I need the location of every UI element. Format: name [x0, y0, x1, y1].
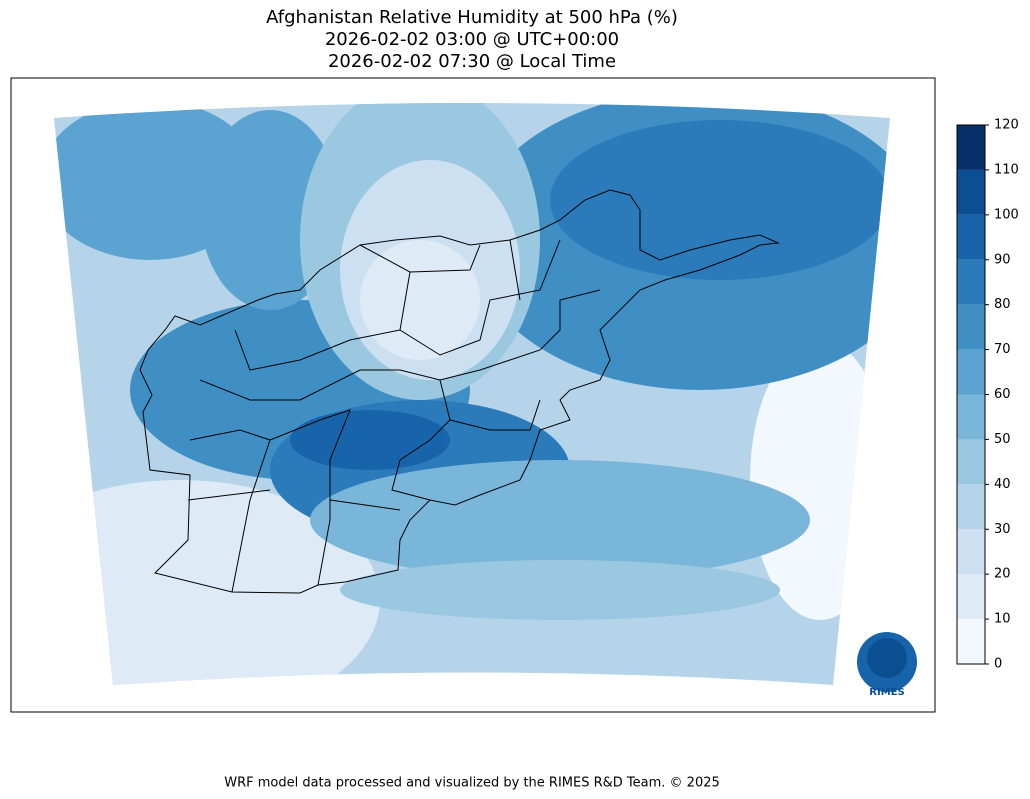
logo-text: RIMES	[869, 687, 904, 698]
colorbar-segment	[957, 304, 985, 350]
colorbar-tick-label: 100	[994, 207, 1019, 222]
colorbar-tick-label: 40	[994, 477, 1011, 492]
footer: WRF model data processed and visualized …	[224, 776, 720, 791]
colorbar-tick-label: 80	[994, 297, 1011, 312]
colorbar-tick-label: 10	[994, 612, 1011, 627]
colorbar-tick-label: 60	[994, 387, 1011, 402]
colorbar-segment	[957, 214, 985, 260]
colorbar-segment	[957, 529, 985, 575]
humidity-field	[54, 103, 890, 685]
colorbar-segment	[957, 259, 985, 305]
colorbar-tick-label: 20	[994, 567, 1011, 582]
colorbar-segment	[957, 125, 985, 170]
title-line: Afghanistan Relative Humidity at 500 hPa…	[266, 7, 678, 28]
colorbar-segment	[957, 574, 985, 620]
colorbar-segment	[957, 394, 985, 440]
title-line: 2026-02-02 07:30 @ Local Time	[328, 51, 616, 72]
colorbar-segment	[957, 349, 985, 395]
colorbar-segment	[957, 439, 985, 485]
colorbar-tick-label: 30	[994, 522, 1011, 537]
colorbar-tick-label: 120	[994, 118, 1019, 133]
colorbar-tick-label: 110	[994, 162, 1019, 177]
colorbar-segment	[957, 619, 985, 664]
country-borders	[139, 189, 780, 594]
colorbar-segment	[957, 169, 985, 215]
colorbar: 0 10 20 30 40 50 60 70 80 90 100 110 120	[956, 118, 1019, 672]
colorbar-tick-label: 0	[994, 657, 1002, 672]
colorbar-tick-label: 90	[994, 252, 1011, 267]
colorbar-tick-label: 70	[994, 342, 1011, 357]
colorbar-segment	[957, 484, 985, 530]
logo: RIMES	[857, 632, 917, 698]
colorbar-tick-label: 50	[994, 432, 1011, 447]
title-line: 2026-02-02 03:00 @ UTC+00:00	[325, 29, 619, 50]
